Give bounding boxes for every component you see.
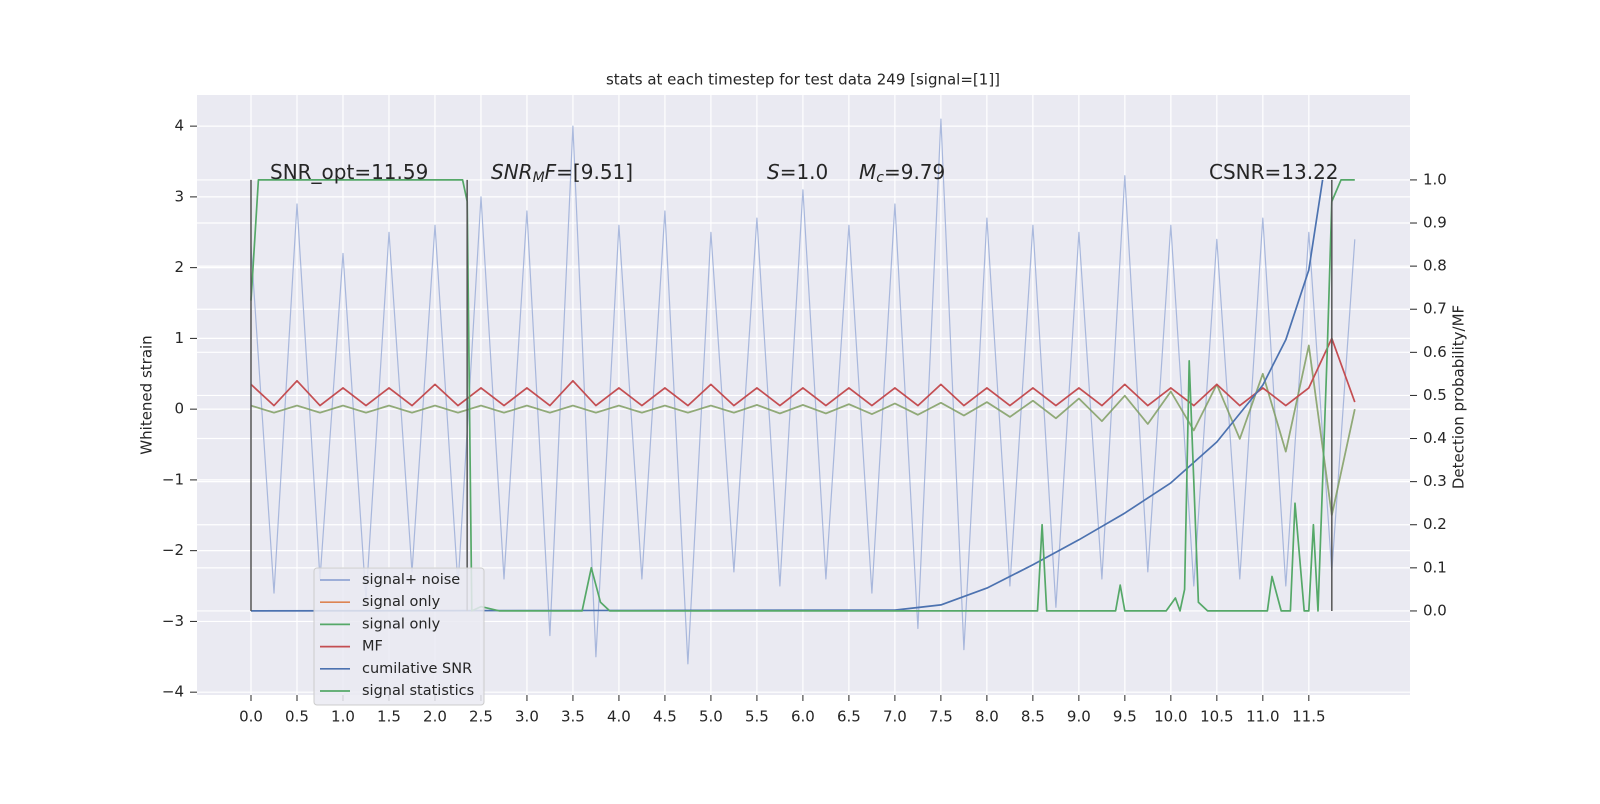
y-tick-label: −2 <box>162 541 184 559</box>
x-tick-label: 5.0 <box>699 708 723 726</box>
y2-tick-label: 0.0 <box>1423 601 1447 619</box>
x-tick-label: 0.0 <box>239 708 263 726</box>
x-tick-label: 8.0 <box>975 708 999 726</box>
x-tick-label: 10.5 <box>1200 708 1233 726</box>
y-tick-label: −1 <box>162 470 184 488</box>
annotation-part: =9.79 <box>884 160 945 184</box>
x-tick-label: 7.5 <box>929 708 953 726</box>
y2-tick-label: 0.9 <box>1423 214 1447 232</box>
annotation-part: F <box>545 160 557 184</box>
x-tick-label: 4.5 <box>653 708 677 726</box>
annotation-part: =1.0 <box>780 160 829 184</box>
annotation: Mc=9.79 <box>859 160 945 187</box>
y2-tick-label: 0.5 <box>1423 386 1447 404</box>
y2-tick-label: 0.7 <box>1423 300 1447 318</box>
x-tick-label: 9.5 <box>1113 708 1137 726</box>
annotation-part: M <box>533 170 545 186</box>
legend-label: signal+ noise <box>362 572 460 588</box>
y-tick-label: −4 <box>162 683 184 701</box>
y-tick-label: 2 <box>174 258 184 276</box>
legend-label: cumilative SNR <box>362 661 472 677</box>
annotation: SNRMF=[9.51] <box>491 160 633 187</box>
legend-box <box>313 567 485 706</box>
legend-label: signal statistics <box>362 683 474 699</box>
annotation: SNR_opt=11.59 <box>270 160 428 184</box>
x-tick-label: 8.5 <box>1021 708 1045 726</box>
x-tick-label: 10.0 <box>1154 708 1187 726</box>
annotation: CSNR=13.22 <box>1209 160 1339 184</box>
y2-tick-label: 0.2 <box>1423 515 1447 533</box>
chart-title: stats at each timestep for test data 249… <box>606 71 1000 89</box>
y-tick-label: 1 <box>174 329 184 347</box>
y2-axis-label: Detection probability/MF <box>1450 305 1468 489</box>
legend-label: MF <box>362 639 383 655</box>
legend-label: signal only <box>362 616 441 632</box>
legend-label: signal only <box>362 594 441 610</box>
y2-tick-label: 0.3 <box>1423 472 1447 490</box>
series-line <box>250 179 1324 612</box>
annotation-part: S <box>767 160 780 184</box>
x-tick-label: 6.0 <box>791 708 815 726</box>
x-tick-label: 1.5 <box>377 708 401 726</box>
y-axis-label: Whitened strain <box>138 335 156 454</box>
series-line <box>250 118 1356 665</box>
x-tick-label: 11.0 <box>1246 708 1279 726</box>
y-tick-label: 3 <box>174 187 184 205</box>
annotation-part: SNR_opt=11.59 <box>270 160 428 184</box>
annotation-part: M <box>859 160 876 184</box>
annotation: S=1.0 <box>767 160 828 184</box>
x-tick-label: 2.0 <box>423 708 447 726</box>
annotation-part: SNR <box>491 160 533 184</box>
annotation-part: CSNR=13.22 <box>1209 160 1339 184</box>
x-tick-label: 9.0 <box>1067 708 1091 726</box>
x-tick-label: 3.5 <box>561 708 585 726</box>
y-tick-label: −3 <box>162 612 184 630</box>
x-tick-label: 4.0 <box>607 708 631 726</box>
x-tick-label: 2.5 <box>469 708 493 726</box>
x-tick-label: 11.5 <box>1292 708 1325 726</box>
y2-tick-label: 1.0 <box>1423 170 1447 188</box>
series-line <box>250 179 1355 612</box>
x-tick-label: 1.0 <box>331 708 355 726</box>
x-tick-label: 3.0 <box>515 708 539 726</box>
x-tick-label: 0.5 <box>285 708 309 726</box>
x-tick-label: 6.5 <box>837 708 861 726</box>
annotation-part: =[9.51] <box>556 160 633 184</box>
y2-tick-label: 0.4 <box>1423 429 1447 447</box>
x-tick-label: 7.0 <box>883 708 907 726</box>
series-line <box>250 344 1356 517</box>
annotation-part: c <box>876 170 884 186</box>
y-tick-label: 0 <box>174 400 184 418</box>
y2-tick-label: 0.6 <box>1423 343 1447 361</box>
y2-tick-label: 0.1 <box>1423 558 1447 576</box>
series-line <box>250 337 1356 407</box>
y-tick-label: 4 <box>174 117 184 135</box>
x-tick-label: 5.5 <box>745 708 769 726</box>
y2-tick-label: 0.8 <box>1423 257 1447 275</box>
